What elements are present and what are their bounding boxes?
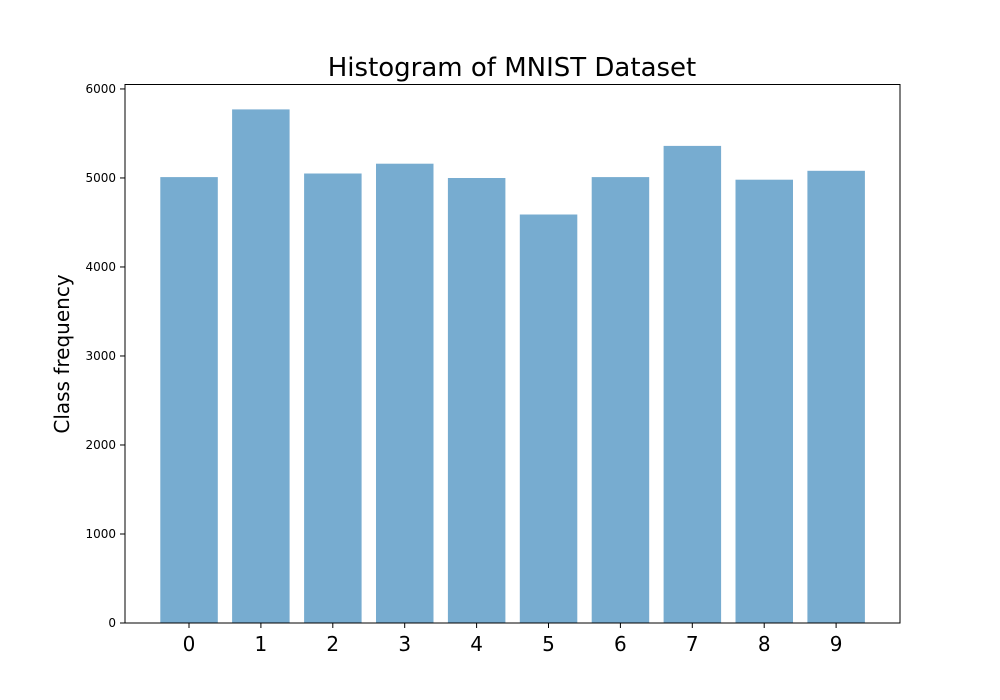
y-axis-ticks: 0 1000 2000 3000 4000 5000 6000 (85, 82, 125, 630)
bar-7 (663, 145, 722, 623)
x-tick-label: 7 (686, 632, 699, 656)
y-tick-label: 3000 (85, 349, 116, 363)
x-tick-label: 9 (830, 632, 843, 656)
bar-5 (519, 214, 578, 623)
bar-0 (160, 177, 218, 623)
y-tick-label: 2000 (85, 438, 116, 452)
bar-2 (304, 173, 362, 623)
x-tick-label: 0 (183, 632, 196, 656)
x-tick-label: 1 (255, 632, 268, 656)
bar-8 (735, 179, 793, 623)
x-tick-label: 6 (614, 632, 627, 656)
y-tick-label: 0 (108, 616, 116, 630)
y-axis-label: Class frequency (50, 274, 74, 433)
x-axis-ticks: 0 1 2 3 4 5 6 7 8 9 (183, 623, 843, 656)
y-tick-label: 4000 (85, 260, 116, 274)
bar-9 (807, 170, 865, 624)
axes-frame (124, 84, 901, 624)
bars-group (160, 109, 865, 624)
x-tick-label: 2 (326, 632, 339, 656)
bar-4 (447, 178, 506, 623)
y-tick-label: 6000 (85, 82, 116, 96)
x-tick-label: 3 (398, 632, 411, 656)
chart-title: Histogram of MNIST Dataset (328, 53, 696, 83)
bar-6 (591, 177, 650, 623)
y-tick-label: 1000 (85, 527, 116, 541)
y-tick-label: 5000 (85, 171, 116, 185)
bar-3 (376, 163, 434, 623)
x-tick-label: 5 (542, 632, 555, 656)
x-tick-label: 4 (470, 632, 483, 656)
bar-1 (232, 109, 290, 623)
x-tick-label: 8 (758, 632, 771, 656)
